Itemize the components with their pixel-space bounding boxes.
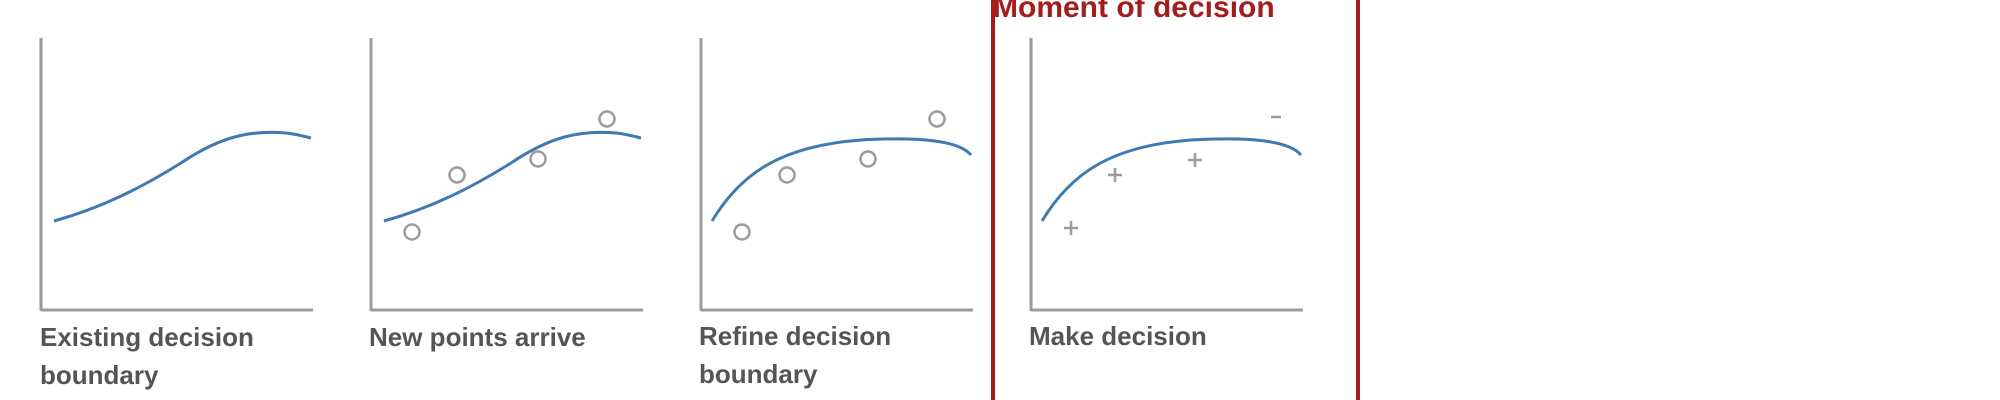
data-point-circle — [598, 110, 616, 128]
caption-new-points: New points arrive — [369, 318, 669, 356]
decision-boundary-curve — [1040, 137, 1303, 222]
plus-marker — [1064, 221, 1078, 235]
caption-line: Existing decision — [40, 322, 254, 352]
moment-of-decision-title: Moment of decision — [993, 0, 1275, 24]
caption-line: Refine decision — [699, 321, 892, 351]
data-point-circle — [928, 110, 946, 128]
caption-line: boundary — [699, 359, 818, 389]
data-point-circle — [403, 223, 421, 241]
caption-existing-boundary: Existing decision boundary — [40, 318, 340, 394]
decision-boundary-curve — [710, 137, 973, 222]
caption-line: New points arrive — [369, 322, 586, 352]
plus-marker — [1188, 153, 1202, 167]
caption-line: boundary — [40, 360, 159, 390]
data-point-circle — [778, 166, 796, 184]
caption-refine-boundary: Refine decision boundary — [699, 317, 999, 393]
data-point-circle — [859, 150, 877, 168]
decision-boundary-curve — [383, 130, 642, 223]
decision-boundary-curve — [53, 130, 312, 223]
data-point-circle — [733, 223, 751, 241]
caption-make-decision: Make decision — [1029, 317, 1329, 355]
plus-marker — [1108, 168, 1122, 182]
data-point-circle — [529, 150, 547, 168]
caption-line: Make decision — [1029, 321, 1207, 351]
data-point-circle — [448, 166, 466, 184]
